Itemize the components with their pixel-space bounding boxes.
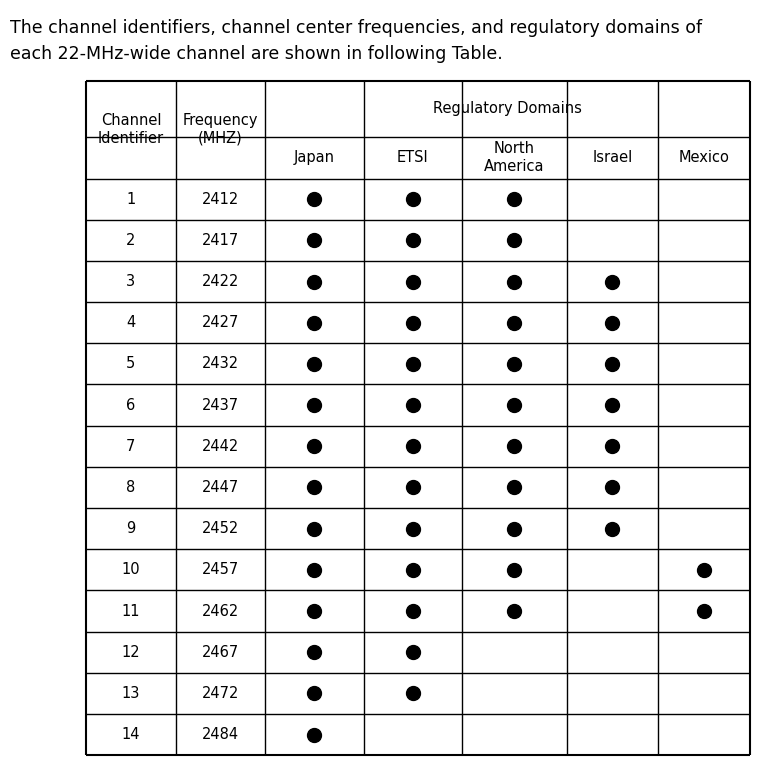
Text: 2437: 2437 <box>202 398 239 412</box>
Text: Regulatory Domains: Regulatory Domains <box>433 102 582 116</box>
Text: 5: 5 <box>126 356 135 371</box>
Text: ETSI: ETSI <box>397 150 428 165</box>
Text: 13: 13 <box>122 686 140 701</box>
Text: 2422: 2422 <box>201 274 239 289</box>
Text: 8: 8 <box>126 480 135 495</box>
Text: 2457: 2457 <box>202 562 239 578</box>
Text: 2452: 2452 <box>202 521 239 536</box>
Text: North
America: North America <box>484 141 544 174</box>
Text: 2427: 2427 <box>201 315 239 330</box>
Text: 2447: 2447 <box>202 480 239 495</box>
Text: 2472: 2472 <box>201 686 239 701</box>
Text: 11: 11 <box>122 604 140 618</box>
Text: 2412: 2412 <box>202 191 239 207</box>
Text: Channel
Identifier: Channel Identifier <box>98 114 164 146</box>
Text: 2462: 2462 <box>202 604 239 618</box>
Text: Frequency
(MHZ): Frequency (MHZ) <box>183 114 258 146</box>
Text: 2417: 2417 <box>202 233 239 248</box>
Text: 3: 3 <box>126 274 135 289</box>
Text: The channel identifiers, channel center frequencies, and regulatory domains of: The channel identifiers, channel center … <box>10 19 702 37</box>
Text: Mexico: Mexico <box>678 150 730 165</box>
Text: 2: 2 <box>126 233 135 248</box>
Text: Israel: Israel <box>592 150 633 165</box>
Text: 6: 6 <box>126 398 135 412</box>
Text: 2432: 2432 <box>202 356 239 371</box>
Text: 14: 14 <box>122 727 140 742</box>
Text: 2484: 2484 <box>202 727 239 742</box>
Text: Japan: Japan <box>294 150 335 165</box>
Text: 12: 12 <box>122 644 140 660</box>
Text: 2467: 2467 <box>202 644 239 660</box>
Text: each 22-MHz-wide channel are shown in following Table.: each 22-MHz-wide channel are shown in fo… <box>10 45 503 62</box>
Text: 4: 4 <box>126 315 135 330</box>
Text: 10: 10 <box>122 562 140 578</box>
Text: 2442: 2442 <box>202 439 239 454</box>
Text: 7: 7 <box>126 439 135 454</box>
Text: 9: 9 <box>126 521 135 536</box>
Text: 1: 1 <box>126 191 135 207</box>
